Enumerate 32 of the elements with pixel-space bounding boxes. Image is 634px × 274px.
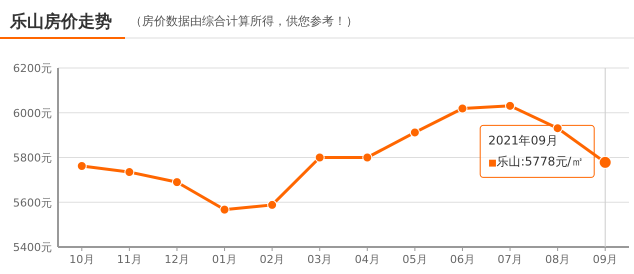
annotation: 2021年09月 (488, 133, 558, 148)
point (505, 100, 516, 111)
y-tick-label: 6200元 (13, 62, 52, 75)
y-tick-label: 5400元 (13, 241, 52, 254)
x-tick-label: 10月 (69, 253, 94, 266)
point (172, 177, 182, 188)
x-tick-label: 09月 (592, 253, 618, 266)
chart-subtitle: （房价数据由综合计算所得，供您参考！） (130, 14, 358, 28)
x-tick-label: 11月 (116, 253, 142, 266)
point (314, 152, 325, 162)
x-tick-label: 01月 (212, 253, 238, 266)
x-tick-label: 02月 (260, 253, 285, 266)
point (457, 104, 468, 114)
point (410, 127, 420, 138)
chart-title: 乐山房价走势 (9, 12, 112, 32)
point (76, 161, 87, 172)
x-tick-label: 07月 (498, 253, 523, 266)
x-tick-label: 12月 (164, 253, 190, 266)
x-tick-label: 06月 (450, 253, 475, 266)
x-tick-label: 03月 (307, 253, 332, 266)
x-tick-label: 05月 (402, 253, 428, 266)
point (552, 123, 563, 134)
point (124, 167, 134, 178)
annotation: ■乐山:5778元/㎡ (488, 154, 584, 168)
y-tick-label: 6000元 (13, 106, 52, 120)
y-tick-label: 5800元 (13, 152, 52, 164)
x-tick-label: 04月 (354, 253, 380, 266)
point (362, 152, 372, 162)
x-tick-label: 08月 (545, 253, 570, 266)
point (220, 204, 230, 215)
point (267, 200, 278, 210)
y-tick-label: 5600元 (13, 196, 52, 210)
